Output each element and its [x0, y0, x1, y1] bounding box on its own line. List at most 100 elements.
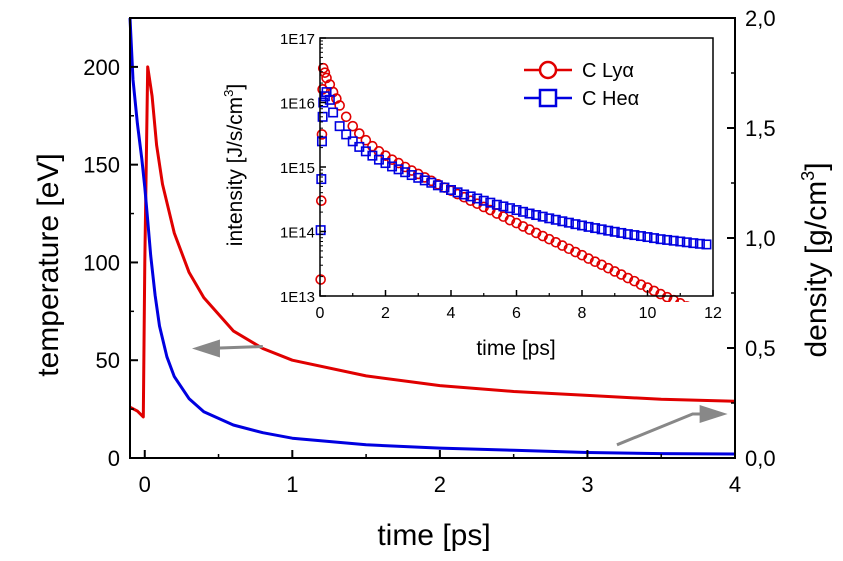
lya-point: [609, 266, 621, 277]
lya-point: [537, 230, 549, 242]
legend-label: C Lyα: [582, 60, 634, 82]
hea-point: [347, 136, 358, 147]
inset-x-tick-label: 10: [639, 305, 657, 322]
hea-point: [318, 97, 329, 108]
hea-point: [432, 180, 443, 191]
hea-point: [590, 223, 601, 234]
hea-point: [622, 229, 633, 240]
lya-point: [689, 305, 698, 314]
hea-point: [576, 220, 587, 231]
inset-y-tick-label: 1E14: [280, 225, 315, 242]
hea-point: [662, 234, 673, 245]
lya-point: [557, 240, 568, 251]
main-y-right-axis-label: density [g/cm3]: [798, 162, 833, 357]
hea-point: [504, 203, 515, 214]
hea-point: [694, 238, 705, 249]
main-x-tick-label: 4: [729, 472, 741, 497]
lya-point: [589, 256, 601, 268]
hea-point: [478, 195, 489, 206]
inset-x-tick-label: 0: [316, 305, 325, 322]
hea-point: [701, 239, 712, 250]
hea-point: [655, 234, 666, 245]
lya-point: [517, 221, 529, 232]
legend-marker-square: [538, 88, 558, 108]
lya-point: [353, 128, 365, 139]
inset-background: [320, 38, 713, 296]
hea-point: [498, 201, 509, 212]
main-y-left-tick-label: 50: [96, 348, 120, 373]
main-series-line-1: [128, 17, 736, 456]
inset-x-tick-label: 4: [447, 305, 456, 322]
main-y-left-axis-label: temperature [eV]: [32, 153, 65, 376]
lya-point: [622, 272, 634, 284]
hea-point: [511, 205, 522, 216]
inset-x-ticks: 0 2 4 6 8 10 12: [316, 290, 722, 322]
annotation-arrows: [191, 339, 728, 447]
inset-y-tick-label: 1E15: [280, 160, 315, 177]
main-x-tick-label: 2: [434, 472, 446, 497]
hea-point: [544, 213, 555, 224]
inset-x-tick-label: 6: [512, 305, 521, 322]
hea-point: [445, 184, 456, 195]
hea-point: [316, 174, 327, 185]
hea-point: [649, 233, 660, 244]
main-y-right-tick-label: 1,0: [745, 226, 776, 251]
lya-point: [360, 134, 372, 146]
hea-point: [681, 237, 692, 248]
hea-point: [635, 231, 646, 242]
main-y-right-tick-label: 1,5: [745, 116, 776, 141]
lya-point: [570, 246, 581, 258]
lya-point: [316, 129, 328, 140]
hea-point: [387, 161, 398, 172]
main-y-left-tick-label: 0: [108, 446, 120, 471]
hea-point: [465, 191, 476, 202]
hea-point: [668, 235, 679, 246]
hea-point: [419, 175, 430, 186]
hea-point: [603, 225, 614, 236]
inset-y-tick-label: 1E17: [280, 31, 315, 48]
hea-point: [642, 232, 653, 243]
hea-point: [413, 172, 424, 183]
lya-point: [550, 237, 562, 248]
main-y-right-axis-label-base: density [g/cm: [800, 181, 833, 358]
inset-y-tick-label: 1E13: [280, 289, 315, 306]
inset-plot-area: 0 2 4 6 8 10 12 1E13 1E14 1E15 1E16 1E17 C Lyα C He…: [280, 31, 722, 322]
main-y-right-ticks: 0,0 0,5 1,0 1,5 2,0: [727, 6, 776, 471]
inset-y-axis-label-sup: 3: [221, 90, 236, 97]
hea-point: [537, 211, 548, 222]
hea-point: [426, 177, 437, 188]
hea-point: [341, 129, 352, 140]
inset-y-axis-label-end: ]: [224, 84, 247, 90]
hea-point: [439, 182, 450, 193]
main-y-left-tick-label: 200: [83, 55, 120, 80]
lya-point: [675, 298, 686, 302]
inset-x-tick-label: 12: [704, 305, 722, 322]
hea-point: [629, 230, 640, 241]
hea-point: [316, 136, 327, 147]
hea-point: [328, 107, 339, 118]
inset-y-tick-label: 1E16: [280, 96, 315, 113]
lya-point: [334, 100, 345, 111]
hea-point: [334, 121, 345, 132]
lya-point: [340, 111, 352, 123]
main-y-left-tick-label: 100: [83, 250, 120, 275]
arrow-shaft-right: [616, 412, 714, 447]
lya-point: [683, 301, 690, 302]
main-series-group: [128, 17, 736, 456]
hea-point: [452, 187, 463, 198]
inset-x-axis-label: time [ps]: [476, 337, 555, 360]
hea-point: [675, 236, 686, 247]
lya-point: [321, 72, 332, 84]
hea-point: [616, 227, 627, 238]
legend-marker-circle: [538, 60, 558, 80]
hea-point: [491, 199, 502, 210]
hea-point: [393, 164, 404, 175]
hea-point: [583, 221, 594, 232]
lya-point: [635, 279, 647, 290]
hea-point: [400, 167, 411, 178]
main-y-right-tick-label: 2,0: [745, 6, 776, 31]
inset-legend: C Lyα C Heα: [524, 60, 639, 110]
inset-y-axis-label: intensity [J/s/cm3]: [221, 84, 247, 246]
hea-point: [609, 226, 620, 237]
